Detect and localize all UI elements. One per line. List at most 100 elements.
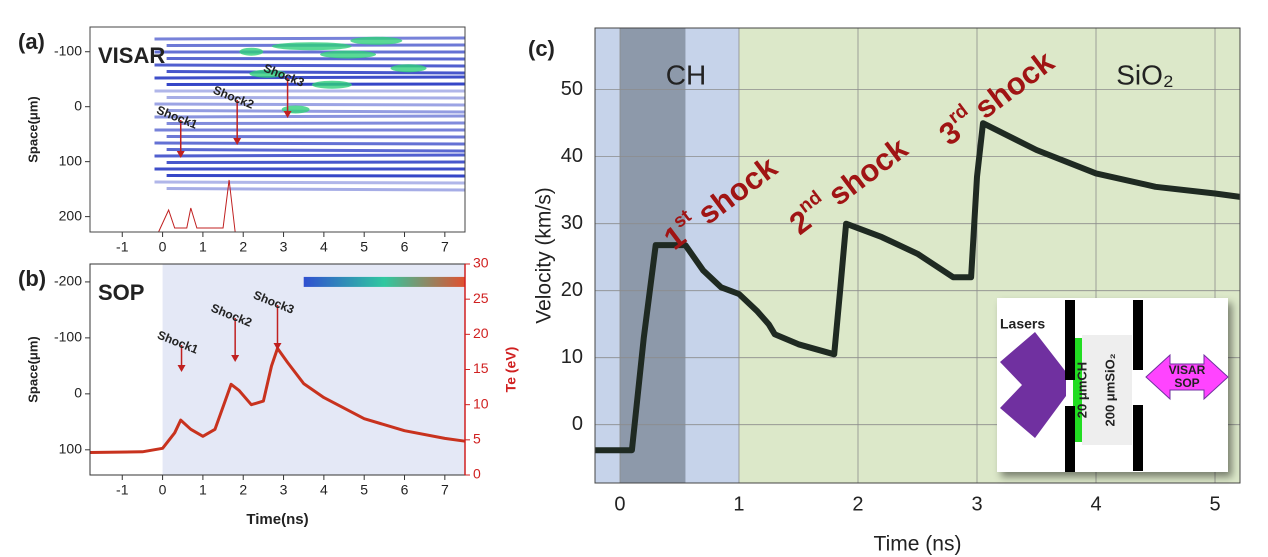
streak-fringe — [154, 75, 466, 80]
y2-axis-label: Te (eV) — [503, 347, 519, 393]
x-axis-label: Time (ns) — [874, 533, 962, 556]
shock-arrowhead — [176, 151, 185, 158]
region-label: CH — [666, 59, 706, 90]
inset-label: SOP — [1174, 376, 1199, 390]
shock-label: Shock2 — [211, 83, 256, 112]
panel-label: (a) — [18, 29, 45, 54]
inset-label: VISAR — [1169, 363, 1206, 377]
x-tick-label: -1 — [116, 482, 129, 498]
x-tick-label: 3 — [971, 493, 982, 515]
shock-arrowhead — [233, 138, 242, 145]
sop-background — [162, 264, 466, 475]
streak-fringe — [166, 160, 466, 164]
shield-bar — [1065, 406, 1075, 472]
streak-fringe — [166, 109, 466, 114]
diagnostic-arrow — [1145, 353, 1229, 401]
streak-fringe — [166, 148, 466, 153]
panel-title: VISAR — [98, 43, 165, 68]
y-axis-label: Space(μm) — [25, 96, 40, 162]
y2-tick-label: 30 — [473, 255, 489, 271]
inset-label: 20 μmCH — [1074, 362, 1089, 418]
y-tick-label: -200 — [54, 273, 82, 289]
streak-fringe — [166, 174, 466, 178]
streak-fringe — [154, 102, 466, 107]
shield-bar — [1065, 300, 1075, 380]
x-tick-label: 2 — [852, 493, 863, 515]
shield-bar — [1133, 300, 1143, 370]
streak-fringe — [154, 114, 466, 119]
x-tick-label: 2 — [239, 239, 247, 255]
y-axis-label: Velocity (km/s) — [533, 187, 556, 324]
y-tick-label: 0 — [74, 385, 82, 401]
inset-label: 200 μmSiO₂ — [1102, 353, 1117, 426]
region-label: SiO₂ — [1116, 59, 1174, 90]
x-axis-label: Time(ns) — [246, 511, 308, 528]
y-tick-label: 100 — [59, 441, 83, 457]
x-tick-label: 1 — [199, 482, 207, 498]
streak-fringe — [166, 70, 466, 75]
streak-blob — [271, 42, 352, 51]
streak-fringe — [154, 153, 466, 158]
streak-fringe — [154, 36, 466, 41]
streak-blob — [249, 69, 286, 78]
shock-arrowhead — [177, 365, 186, 372]
x-tick-label: 3 — [280, 239, 288, 255]
x-tick-label: -1 — [116, 239, 129, 255]
x-tick-label: 5 — [1209, 493, 1220, 515]
laser-shape — [1000, 332, 1066, 438]
streak-blob — [350, 36, 403, 45]
plot-frame — [594, 27, 1241, 484]
shock-arrowhead — [231, 355, 240, 362]
y2-tick-label: 25 — [473, 290, 489, 306]
shock-arrowhead — [273, 343, 282, 350]
panel-label: (c) — [528, 36, 555, 61]
y2-tick-label: 15 — [473, 360, 489, 376]
streak-blob — [320, 50, 377, 59]
streak-blob — [311, 80, 352, 89]
y-tick-label: 100 — [59, 152, 83, 168]
y-tick-label: 50 — [561, 78, 583, 100]
y-axis-label: Space(μm) — [25, 336, 40, 402]
y-tick-label: 200 — [59, 207, 83, 223]
x-tick-label: 6 — [401, 239, 409, 255]
shock-label: Shock1 — [155, 103, 200, 132]
x-tick-label: 1 — [199, 239, 207, 255]
panel-title: SOP — [98, 280, 144, 305]
x-tick-label: 0 — [159, 482, 167, 498]
data-line — [89, 346, 466, 454]
plot-frame — [89, 26, 466, 233]
streak-fringe — [166, 135, 466, 139]
panel-label: (b) — [18, 266, 46, 291]
y2-tick-label: 10 — [473, 395, 489, 411]
x-tick-label: 7 — [441, 239, 449, 255]
x-tick-label: 2 — [239, 482, 247, 498]
data-line — [595, 120, 1241, 454]
ch-layer — [1073, 338, 1082, 442]
x-tick-label: 6 — [401, 482, 409, 498]
y2-tick-label: 0 — [473, 466, 481, 482]
streak-trace — [158, 179, 236, 233]
x-tick-label: 0 — [614, 493, 625, 515]
streak-image — [154, 36, 466, 233]
streak-fringe — [154, 141, 466, 146]
x-tick-label: 4 — [320, 482, 328, 498]
streak-blob — [239, 47, 264, 56]
streak-fringe — [166, 187, 466, 192]
sop-band — [303, 276, 465, 287]
y-tick-label: 40 — [561, 145, 583, 167]
y-tick-label: 0 — [572, 413, 583, 435]
x-tick-label: 1 — [733, 493, 744, 515]
x-tick-label: 0 — [159, 239, 167, 255]
streak-fringe — [166, 96, 466, 100]
y2-tick-label: 5 — [473, 431, 481, 447]
x-tick-label: 3 — [280, 482, 288, 498]
x-tick-label: 5 — [360, 482, 368, 498]
y-tick-label: 20 — [561, 279, 583, 301]
streak-fringe — [166, 121, 466, 125]
x-tick-label: 4 — [320, 239, 328, 255]
streak-fringe — [154, 180, 466, 185]
streak-fringe — [166, 57, 466, 61]
sio2-layer — [1082, 335, 1132, 445]
x-tick-label: 4 — [1090, 493, 1101, 515]
